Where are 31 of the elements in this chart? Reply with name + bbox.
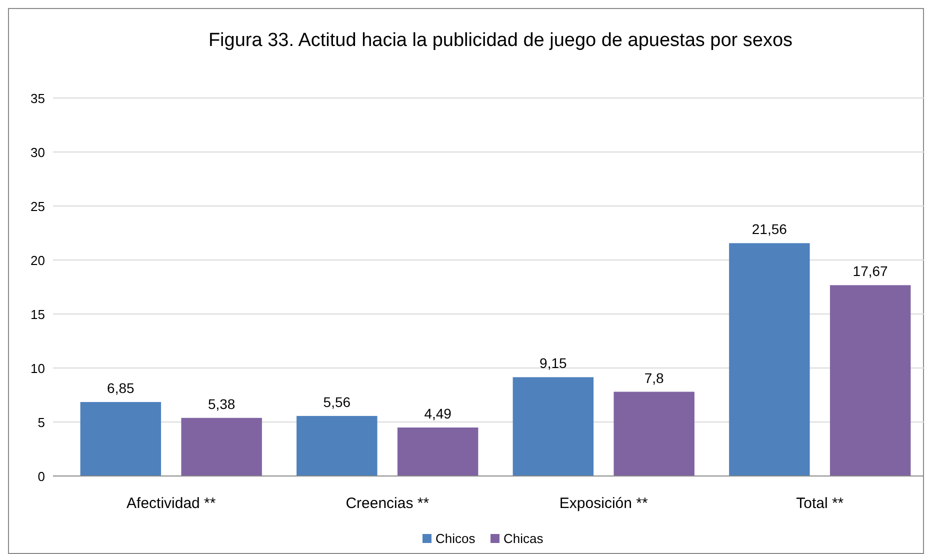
x-tick-label: Exposición ** [559,495,648,512]
bar [512,377,594,476]
bar [181,418,262,476]
data-label: 7,8 [644,370,664,386]
y-tick-label: 0 [38,469,45,484]
y-tick-label: 35 [30,91,45,106]
legend-label: Chicos [436,531,476,546]
bar [729,243,810,476]
y-tick-label: 30 [30,145,45,160]
data-label: 6,85 [107,380,135,396]
data-label: 21,56 [752,221,788,238]
y-tick-label: 15 [30,307,45,322]
x-tick-label: Total ** [796,495,844,512]
y-tick-label: 5 [38,415,45,430]
data-label: 17,67 [852,263,888,280]
legend-label: Chicas [504,531,544,546]
bar [830,285,911,476]
y-tick-label: 20 [30,253,45,268]
chart-title: Figura 33. Actitud hacia la publicidad de juego de apuestas por sexos [208,30,793,51]
bar [397,428,478,476]
data-label: 5,56 [323,394,351,410]
y-tick-label: 10 [30,361,45,376]
x-tick-label: Creencias ** [346,495,430,512]
bar [80,402,162,476]
x-tick-label: Afectividad ** [126,495,216,512]
data-label: 4,49 [424,406,452,422]
bar [296,416,378,476]
bar [614,392,694,476]
data-label: 9,15 [540,355,568,372]
y-tick-label: 25 [30,199,45,214]
data-label: 5,38 [208,396,236,412]
